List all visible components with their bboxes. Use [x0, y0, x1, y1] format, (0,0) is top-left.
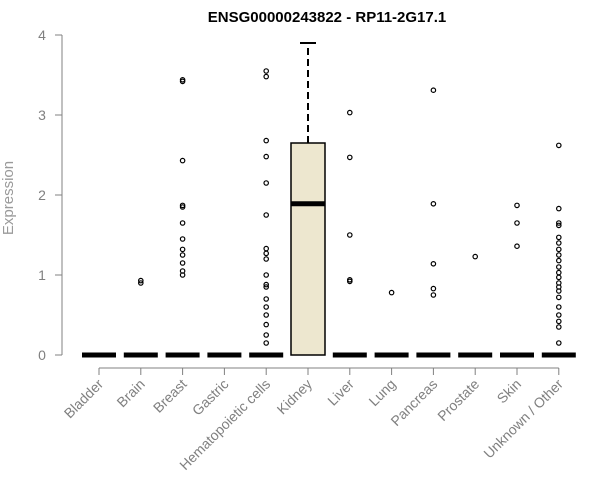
outlier-point [430, 201, 437, 207]
outlier-point [555, 264, 562, 270]
y-tick-label: 2 [38, 187, 46, 203]
outlier-point [555, 234, 562, 241]
y-axis-label: Expression [0, 161, 17, 235]
outlier-point [263, 212, 270, 218]
x-tick-label: Liver [324, 376, 357, 409]
outlier-point [179, 77, 186, 83]
outlier-point [179, 202, 186, 209]
outlier-point [555, 294, 562, 301]
outlier-point [263, 68, 270, 74]
outlier-point [346, 154, 353, 161]
outlier-point [555, 246, 562, 253]
outlier-point [263, 296, 270, 302]
outlier-point [555, 269, 562, 276]
y-tick-label: 3 [38, 107, 46, 123]
box-skin [500, 202, 534, 358]
x-tick-label: Unknown / Other [480, 376, 566, 462]
box-kidney [290, 42, 326, 356]
outlier-point [555, 257, 562, 264]
outlier-point [138, 280, 144, 286]
outlier-point [179, 246, 186, 253]
outlier-point [472, 253, 479, 260]
chart-title: ENSG00000243822 - RP11-2G17.1 [208, 9, 447, 26]
outlier-point [514, 243, 520, 250]
outlier-point [430, 292, 437, 298]
outlier-point [263, 284, 270, 290]
x-tick-label: Brain [113, 376, 147, 410]
x-tick-label: Lung [365, 376, 398, 409]
y-tick-label: 1 [38, 267, 46, 283]
outlier-point [555, 222, 562, 229]
outlier-point [263, 250, 270, 257]
outlier-point [263, 180, 270, 186]
outlier-point [263, 281, 270, 288]
outlier-point [388, 289, 395, 296]
outlier-point [179, 268, 186, 274]
outlier-point [555, 205, 562, 212]
outlier-point [346, 232, 353, 238]
x-tick-label: Prostate [434, 376, 482, 424]
x-tick-label: Bladder [61, 376, 107, 422]
outlier-point [430, 87, 437, 94]
outlier-point [514, 220, 520, 226]
outlier-point [179, 157, 186, 164]
outlier-point [179, 220, 186, 226]
box-lung [374, 289, 409, 358]
outlier-point [555, 318, 562, 325]
outlier-point [138, 277, 144, 284]
outlier-point [263, 312, 270, 318]
box-liver [332, 109, 367, 358]
outlier-point [555, 312, 562, 318]
outlier-point [555, 280, 562, 286]
outlier-point [263, 340, 270, 346]
outlier-point [263, 153, 270, 160]
y-axis: 0 1 2 3 4 [38, 27, 63, 363]
box-hematopoietic-cells [249, 68, 284, 358]
outlier-point [555, 274, 562, 281]
outlier-point [555, 240, 562, 246]
y-tick-label: 4 [38, 27, 46, 43]
box-brain [123, 277, 158, 358]
outlier-point [430, 285, 437, 292]
outlier-point [430, 260, 437, 267]
box-unknown-other [541, 142, 576, 358]
outlier-point [179, 236, 186, 242]
box-breast [165, 77, 200, 358]
x-tick-label: Skin [494, 376, 525, 407]
outlier-point [555, 324, 562, 330]
plot-area [82, 42, 576, 358]
outlier-point [346, 276, 353, 283]
x-tick-label: Kidney [274, 376, 316, 418]
outlier-point [555, 142, 562, 149]
x-tick-label: Breast [150, 376, 190, 416]
outlier-point [555, 220, 562, 226]
outlier-point [263, 304, 270, 310]
outlier-point [514, 202, 520, 209]
outlier-point [179, 252, 186, 258]
outlier-point [263, 245, 270, 252]
box-prostate [458, 253, 493, 358]
outlier-point [263, 272, 270, 278]
outlier-point [263, 256, 270, 262]
outlier-point [263, 137, 270, 144]
outlier-point [263, 321, 270, 328]
outlier-point [555, 304, 562, 310]
outlier-point [555, 340, 562, 346]
outlier-point [179, 260, 186, 266]
box-pancreas [416, 87, 451, 358]
outlier-point [555, 252, 562, 258]
outlier-point [346, 109, 353, 116]
outlier-point [263, 73, 270, 80]
box-body [290, 142, 326, 356]
y-tick-label: 0 [38, 347, 46, 363]
outlier-point [263, 332, 270, 338]
